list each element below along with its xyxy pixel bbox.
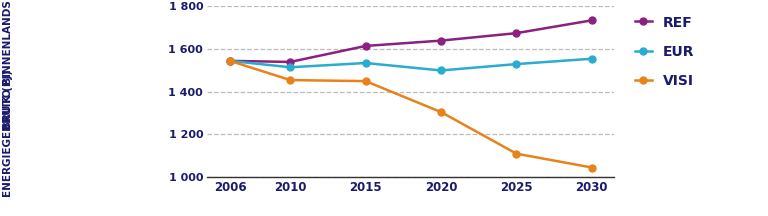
- Line: REF: REF: [227, 17, 595, 65]
- REF: [588, 19, 597, 22]
- EUR: [225, 60, 234, 62]
- EUR: [511, 63, 521, 65]
- VISI: [225, 60, 234, 62]
- VISI: [286, 79, 295, 81]
- Text: BRUTO BINNENLANDS: BRUTO BINNENLANDS: [2, 0, 13, 129]
- Line: EUR: EUR: [227, 55, 595, 74]
- Legend: REF, EUR, VISI: REF, EUR, VISI: [630, 10, 700, 94]
- VISI: [588, 166, 597, 169]
- EUR: [588, 57, 597, 60]
- Line: VISI: VISI: [227, 57, 595, 171]
- VISI: [511, 152, 521, 155]
- REF: [286, 61, 295, 63]
- VISI: [436, 111, 445, 113]
- REF: [436, 39, 445, 42]
- EUR: [361, 62, 370, 64]
- REF: [225, 60, 234, 62]
- EUR: [286, 66, 295, 68]
- REF: [511, 32, 521, 34]
- REF: [361, 45, 370, 47]
- EUR: [436, 69, 445, 72]
- Text: ENERGIEGEBRUIK (PJ): ENERGIEGEBRUIK (PJ): [2, 70, 13, 197]
- VISI: [361, 80, 370, 83]
